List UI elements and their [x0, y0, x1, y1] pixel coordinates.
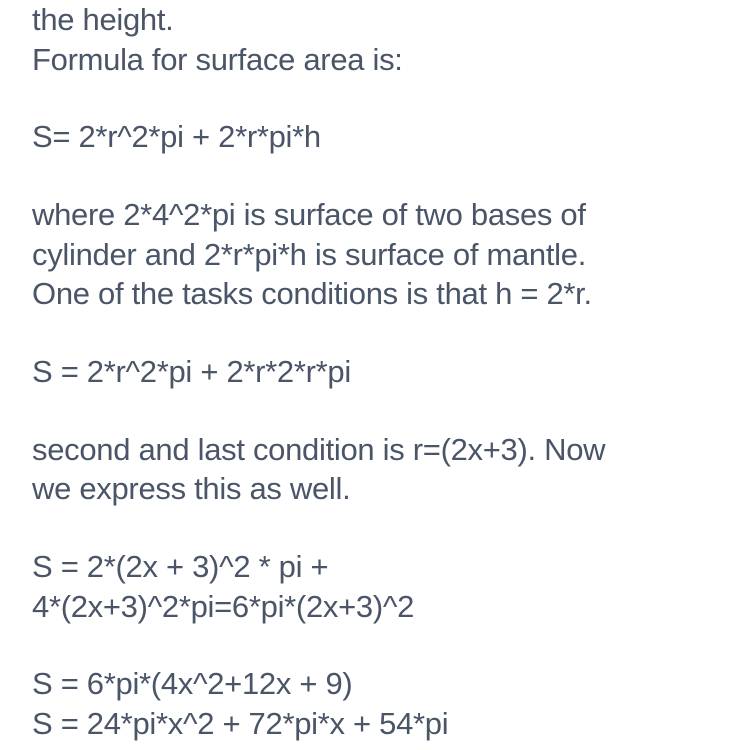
text-line: S= 2*r^2*pi + 2*r*pi*h: [32, 117, 718, 157]
text-line: S = 24*pi*x^2 + 72*pi*x + 54*pi: [32, 704, 718, 744]
paragraph-formula-2: S = 2*r^2*pi + 2*r*2*r*pi: [32, 352, 718, 392]
math-explanation-text: the height. Formula for surface area is:…: [32, 0, 718, 744]
text-line: S = 6*pi*(4x^2+12x + 9): [32, 664, 718, 704]
text-line: where 2*4^2*pi is surface of two bases o…: [32, 195, 718, 235]
text-line: cylinder and 2*r*pi*h is surface of mant…: [32, 235, 718, 275]
text-line: S = 2*(2x + 3)^2 * pi +: [32, 547, 718, 587]
text-line: One of the tasks conditions is that h = …: [32, 274, 718, 314]
text-line: S = 2*r^2*pi + 2*r*2*r*pi: [32, 352, 718, 392]
paragraph-explanation-1: where 2*4^2*pi is surface of two bases o…: [32, 195, 718, 314]
text-line: we express this as well.: [32, 469, 718, 509]
paragraph-intro: the height. Formula for surface area is:: [32, 0, 718, 79]
text-line: 4*(2x+3)^2*pi=6*pi*(2x+3)^2: [32, 587, 718, 627]
text-line: the height.: [32, 0, 718, 40]
paragraph-formula-4: S = 6*pi*(4x^2+12x + 9) S = 24*pi*x^2 + …: [32, 664, 718, 743]
text-line: second and last condition is r=(2x+3). N…: [32, 430, 718, 470]
paragraph-formula-3: S = 2*(2x + 3)^2 * pi + 4*(2x+3)^2*pi=6*…: [32, 547, 718, 626]
text-line: Formula for surface area is:: [32, 40, 718, 80]
paragraph-formula-1: S= 2*r^2*pi + 2*r*pi*h: [32, 117, 718, 157]
paragraph-explanation-2: second and last condition is r=(2x+3). N…: [32, 430, 718, 509]
